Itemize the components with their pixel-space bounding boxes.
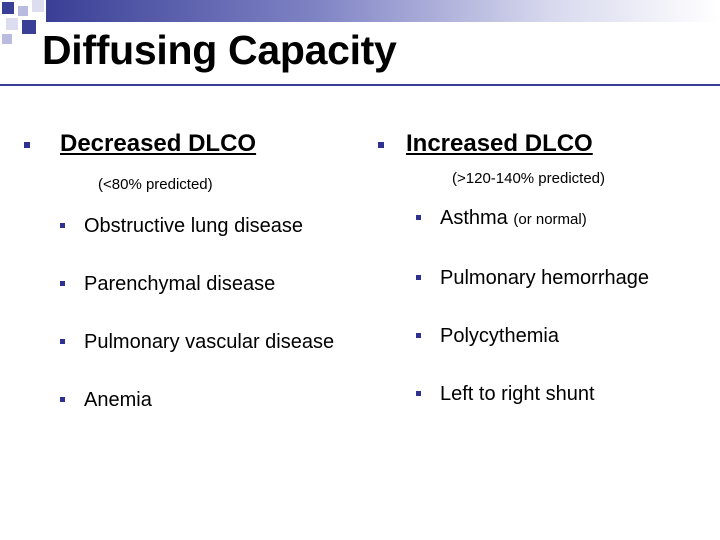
slide-title: Diffusing Capacity [42, 27, 397, 73]
square-bullet-icon [378, 142, 384, 148]
list-item: Pulmonary vascular disease [60, 328, 354, 356]
corner-decoration [0, 0, 60, 50]
square-bullet-icon [416, 391, 421, 396]
list-item: Left to right shunt [416, 380, 649, 408]
title-gradient-bar [46, 0, 720, 22]
list-item-text: Parenchymal disease [84, 273, 276, 295]
list-item-text: Anemia [84, 389, 152, 411]
increased-threshold-note: (>120-140% predicted) [452, 170, 606, 187]
list-item-text: Polycythemia [440, 325, 559, 347]
list-item: Parenchymal disease [60, 270, 354, 298]
decreased-causes-list: Obstructive lung disease Parenchymal dis… [60, 212, 354, 444]
list-item: Anemia [60, 386, 354, 414]
square-bullet-icon [24, 142, 30, 148]
increased-causes-list: Asthma (or normal) Pulmonary hemorrhage … [416, 204, 649, 438]
square-bullet-icon [416, 333, 421, 338]
increased-dlco-heading: Increased DLCO [406, 130, 593, 157]
list-item-text: Obstructive lung disease [84, 215, 304, 237]
decreased-heading-row: Decreased DLCO [24, 130, 364, 170]
list-item: Obstructive lung disease [60, 212, 354, 240]
square-bullet-icon [60, 223, 65, 228]
list-item-text: Asthma [440, 207, 508, 229]
list-item: Pulmonary hemorrhage [416, 264, 649, 292]
list-item-text: Left to right shunt [440, 383, 595, 405]
decreased-dlco-column: Decreased DLCO (<80% predicted) Obstruct… [24, 130, 364, 411]
title-divider [0, 84, 720, 86]
list-item-text: Pulmonary vascular disease [84, 331, 335, 353]
decreased-dlco-heading: Decreased DLCO [60, 130, 257, 157]
square-bullet-icon [416, 275, 421, 280]
square-bullet-icon [60, 339, 65, 344]
decreased-threshold-note: (<80% predicted) [98, 176, 213, 193]
list-item: Asthma (or normal) [416, 204, 649, 234]
increased-heading-row: Increased DLCO [378, 130, 708, 170]
list-item-text: Pulmonary hemorrhage [440, 267, 649, 289]
square-bullet-icon [60, 281, 65, 286]
list-item: Polycythemia [416, 322, 649, 350]
increased-dlco-column: Increased DLCO (>120-140% predicted) Ast… [378, 130, 708, 405]
square-bullet-icon [416, 215, 421, 220]
square-bullet-icon [60, 397, 65, 402]
list-item-note: (or normal) [513, 211, 587, 228]
